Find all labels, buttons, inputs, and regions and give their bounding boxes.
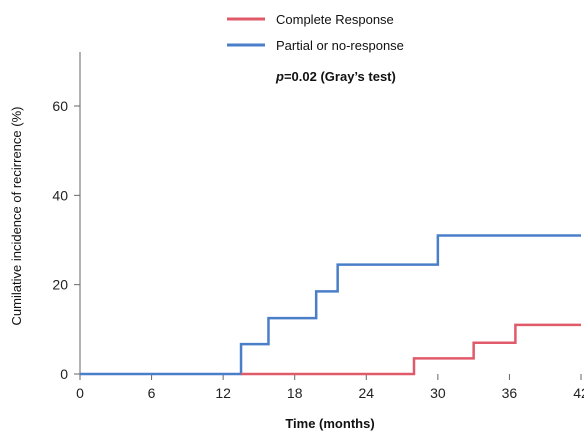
x-tick-label-42: 42 [573,385,584,401]
x-tick-label-36: 36 [502,385,518,401]
p-symbol: p [275,69,284,84]
y-tick-label-0: 0 [60,366,68,382]
series-group [80,234,581,376]
series-line-complete-response [241,323,581,376]
p-value-annotation: p=0.02 (Gray’s test) [275,69,396,84]
x-ticks: 0 6 12 18 24 30 36 42 [76,374,584,401]
legend-label-partial-or-no-response: Partial or no-response [276,38,404,53]
p-value-text: =0.02 (Gray’s test) [284,69,396,84]
x-tick-label-0: 0 [76,385,84,401]
y-tick-label-60: 60 [52,98,68,114]
x-tick-label-12: 12 [215,385,231,401]
y-axis-title: Cumilative incidence of recirrence (%) [9,107,24,326]
legend-label-complete-response: Complete Response [276,12,394,27]
y-ticks: 0 20 40 60 [52,98,80,382]
x-tick-label-30: 30 [430,385,446,401]
y-tick-label-20: 20 [52,277,68,293]
legend: Complete Response Partial or no-response [227,12,404,53]
x-tick-label-6: 6 [148,385,156,401]
x-tick-label-18: 18 [287,385,303,401]
x-axis-title: Time (months) [285,416,374,431]
series-line-partial-or-no-response [80,234,581,376]
x-tick-label-24: 24 [358,385,374,401]
y-tick-label-40: 40 [52,187,68,203]
